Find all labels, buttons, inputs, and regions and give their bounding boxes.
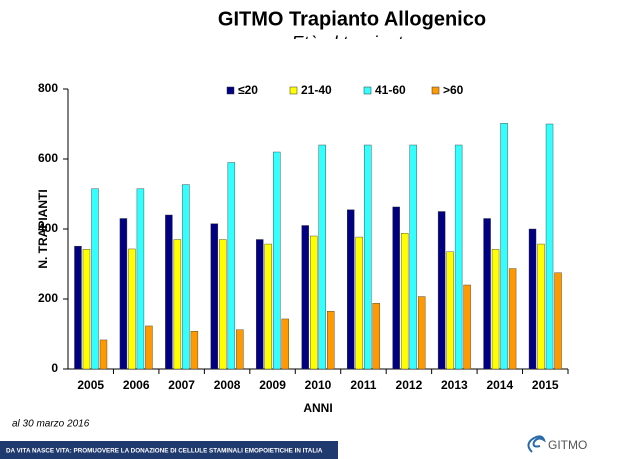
legend-label: 41-60	[375, 83, 406, 97]
bar	[74, 245, 82, 370]
bar	[554, 272, 562, 370]
bar	[165, 214, 173, 370]
x-tick-label: 2006	[123, 378, 150, 392]
y-tick-label: 200	[38, 291, 58, 305]
legend-swatch	[431, 86, 440, 95]
y-axis-label: N. TRAPIANTI	[36, 189, 50, 268]
bar	[327, 311, 335, 370]
y-tick-label: 0	[51, 361, 58, 375]
bar	[128, 248, 136, 370]
bar	[119, 218, 128, 370]
bar	[417, 296, 426, 370]
footer-banner: DA VITA NASCE VITA: PROMUOVERE LA DONAZI…	[6, 448, 323, 455]
x-axis-label: ANNI	[303, 401, 332, 415]
bar	[483, 218, 491, 370]
bar	[281, 318, 289, 370]
x-tick-label: 2008	[214, 378, 241, 392]
y-tick-label: 600	[38, 151, 58, 165]
bar	[508, 268, 517, 370]
bar	[491, 249, 500, 370]
bar	[446, 251, 454, 370]
bar	[145, 325, 153, 370]
bar	[372, 303, 380, 370]
legend-swatch	[363, 86, 372, 95]
footer-note: al 30 marzo 2016	[12, 419, 90, 430]
footer-banner-bg	[0, 441, 338, 459]
legend-label: 21-40	[301, 83, 332, 97]
legend-label: ≤20	[238, 83, 258, 97]
bar	[99, 339, 108, 370]
bar	[210, 223, 219, 370]
bar	[318, 144, 326, 370]
x-tick-label: 2015	[532, 378, 559, 392]
x-tick-label: 2005	[77, 378, 104, 392]
y-tick-label: 800	[38, 81, 58, 95]
bar	[236, 329, 244, 370]
bar	[136, 188, 145, 370]
legend-swatch	[226, 86, 235, 95]
footer-logo: GITMO	[548, 438, 587, 452]
bar	[437, 211, 446, 370]
bar	[537, 243, 545, 370]
x-tick-label: 2014	[486, 378, 513, 392]
bar	[500, 123, 508, 370]
bar	[355, 236, 363, 370]
bar	[392, 206, 400, 370]
x-tick-label: 2012	[396, 378, 423, 392]
bar	[190, 331, 199, 370]
bar	[364, 144, 372, 370]
legend-label: >60	[443, 83, 464, 97]
legend-swatch	[289, 86, 298, 95]
bar	[273, 151, 281, 370]
bar	[310, 235, 318, 370]
chart-subtitle: Età al trapianto	[291, 33, 412, 53]
bar	[82, 249, 91, 370]
bar	[454, 144, 463, 370]
y-tick-label: 400	[38, 221, 58, 235]
bar	[182, 184, 190, 370]
logo-icon	[527, 435, 546, 453]
bar	[256, 239, 264, 370]
bar	[264, 243, 272, 370]
chart-title: GITMO Trapianto Allogenico	[218, 8, 486, 30]
x-tick-label: 2007	[168, 378, 195, 392]
bar	[301, 225, 309, 370]
x-tick-label: 2010	[305, 378, 332, 392]
bar	[463, 284, 471, 370]
x-tick-label: 2013	[441, 378, 468, 392]
bar	[219, 239, 227, 370]
x-tick-label: 2009	[259, 378, 286, 392]
bar	[528, 228, 537, 370]
bar	[400, 232, 409, 370]
bar	[227, 162, 236, 370]
bar	[173, 239, 182, 370]
bar	[91, 188, 99, 370]
x-tick-label: 2011	[350, 378, 376, 392]
bar	[347, 209, 355, 370]
bar	[409, 144, 417, 370]
bar	[545, 123, 554, 370]
